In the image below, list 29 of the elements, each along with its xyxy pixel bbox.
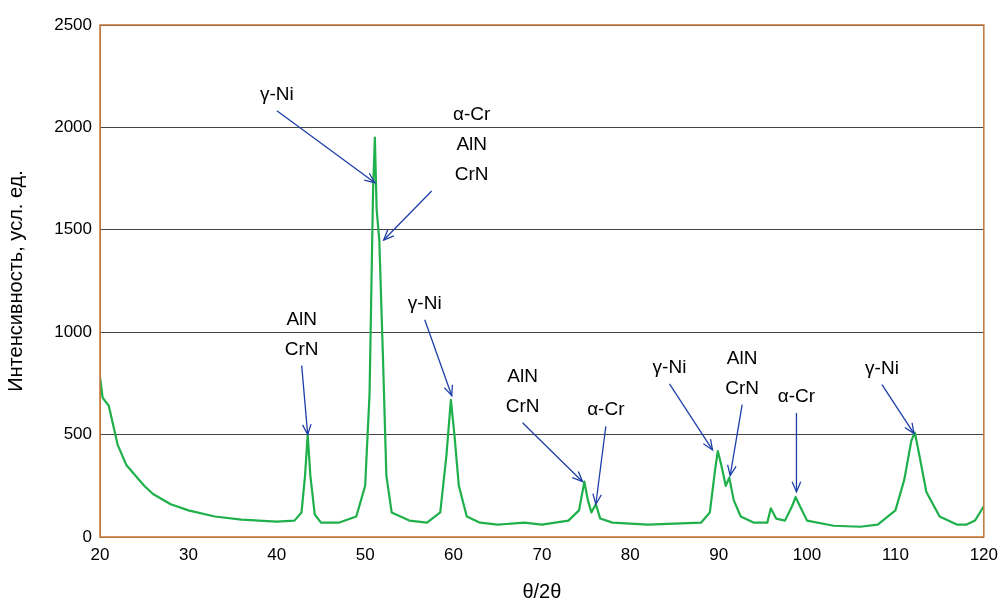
y-tick-label: 0 xyxy=(82,526,92,546)
annotation: γ-Ni xyxy=(652,356,687,378)
annotation: α-Cr xyxy=(587,398,626,420)
annotation: AlN CrN xyxy=(725,346,760,398)
x-tick-label: 100 xyxy=(792,544,822,564)
x-axis-title: θ/2θ xyxy=(522,579,562,602)
y-tick-label: 1000 xyxy=(54,321,92,341)
y-tick-label: 500 xyxy=(63,424,92,444)
annotation: γ-Ni xyxy=(407,291,442,313)
x-tick-label: 30 xyxy=(178,544,198,564)
y-tick-label: 1500 xyxy=(54,219,92,239)
x-tick-label: 40 xyxy=(267,544,287,564)
x-tick-label: 120 xyxy=(969,544,999,564)
x-tick-label: 60 xyxy=(444,544,463,564)
annotation: AlN CrN xyxy=(284,307,319,359)
x-tick-label: 70 xyxy=(532,544,552,564)
annotation: AlN CrN xyxy=(505,364,540,416)
y-tick-label: 2000 xyxy=(54,117,92,137)
x-tick-label: 90 xyxy=(709,544,729,564)
x-tick-label: 80 xyxy=(620,544,640,564)
y-tick-label: 2500 xyxy=(54,14,92,34)
x-tick-label: 20 xyxy=(90,544,110,564)
annotation: α-Cr AlN CrN xyxy=(453,103,492,185)
x-tick-label: 50 xyxy=(355,544,375,564)
annotation: γ-Ni xyxy=(865,356,899,378)
x-tick-label: 110 xyxy=(881,544,909,564)
annotation: γ-Ni xyxy=(259,82,294,104)
annotation: α-Cr xyxy=(777,385,816,407)
y-axis-title: Интенсивность, усл. ед. xyxy=(3,170,26,392)
